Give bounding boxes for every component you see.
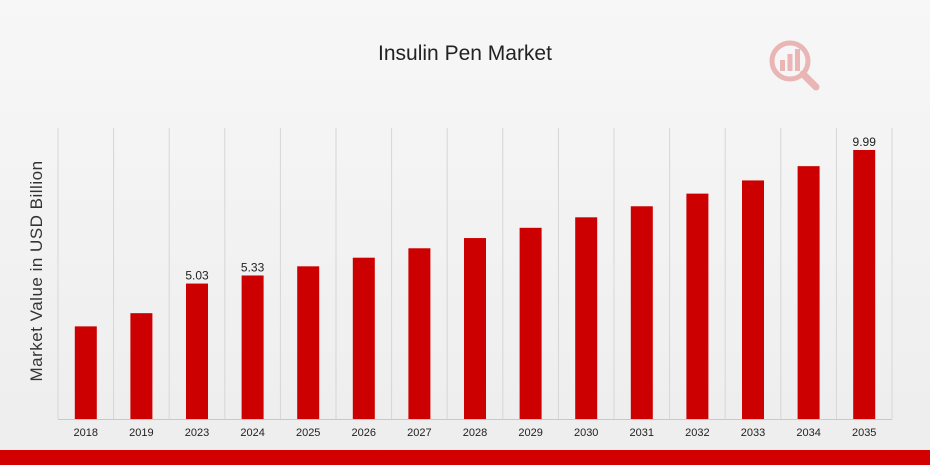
x-tick-label: 2032: [685, 427, 709, 439]
x-tick-label: 2026: [352, 427, 376, 439]
bar-2023: [186, 283, 208, 419]
x-tick-label: 2034: [796, 427, 820, 439]
bar-2030: [575, 217, 598, 419]
bar-2024: [241, 275, 264, 419]
x-tick-label: 2035: [852, 427, 876, 439]
bottom-accent-strip: [0, 450, 930, 465]
bar-2033: [742, 180, 764, 419]
x-tick-label: 2030: [574, 427, 598, 439]
x-tick-label: 2024: [240, 427, 264, 439]
data-label: 9.99: [853, 135, 877, 149]
bar-2025: [297, 266, 320, 419]
bar-2034: [797, 166, 820, 419]
bar-2029: [519, 227, 542, 419]
data-label: 5.03: [185, 269, 209, 283]
bar-2032: [686, 193, 709, 419]
x-tick-label: 2031: [630, 427, 654, 439]
x-tick-label: 2018: [74, 427, 98, 439]
x-tick-label: 2023: [185, 427, 209, 439]
x-tick-label: 2025: [296, 427, 320, 439]
bar-2018: [74, 326, 97, 419]
x-tick-label: 2019: [129, 427, 153, 439]
bar-2035: [853, 150, 876, 419]
bar-2026: [352, 257, 375, 419]
bar-2028: [464, 238, 486, 419]
data-label: 5.33: [241, 260, 265, 274]
bar-2019: [130, 313, 153, 419]
x-tick-label: 2033: [741, 427, 765, 439]
bar-2031: [630, 206, 653, 419]
x-tick-label: 2029: [518, 427, 542, 439]
bar-2027: [408, 248, 431, 419]
magnifier-bar-chart-logo-icon: [769, 40, 820, 91]
x-tick-label: 2027: [407, 427, 431, 439]
x-tick-label: 2028: [463, 427, 487, 439]
chart-title: Insulin Pen Market: [378, 42, 552, 65]
